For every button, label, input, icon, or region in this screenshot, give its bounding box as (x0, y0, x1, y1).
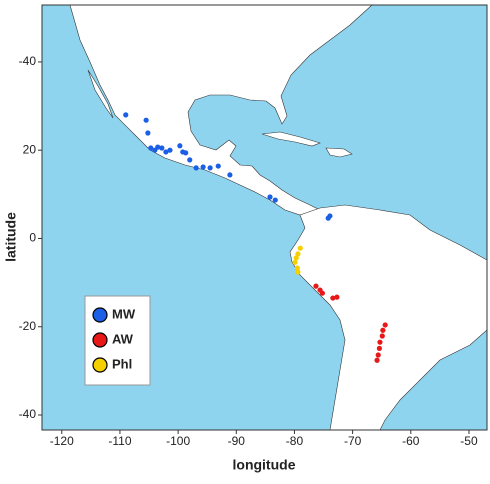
x-tick-label: -50 (460, 434, 478, 448)
legend-marker (92, 332, 108, 348)
point (319, 290, 325, 296)
point (267, 194, 273, 200)
point (159, 145, 165, 151)
point (330, 295, 336, 301)
point (313, 283, 319, 289)
point (379, 333, 385, 339)
x-tick-label: -60 (402, 434, 420, 448)
x-axis-label: longitude (233, 457, 296, 473)
point (163, 149, 169, 155)
y-tick-label: -20 (19, 319, 37, 333)
point (183, 150, 189, 156)
legend-label: Phl (112, 356, 132, 371)
point (292, 259, 298, 265)
y-tick-label: 20 (23, 142, 37, 156)
plot-frame (41, 4, 488, 431)
point (215, 163, 221, 169)
point (382, 322, 388, 328)
legend-marker (92, 307, 108, 323)
point (327, 213, 333, 219)
point (143, 117, 149, 123)
point (177, 143, 183, 149)
x-tick-label: -120 (50, 434, 74, 448)
point (377, 339, 383, 345)
point (272, 197, 278, 203)
y-axis-label: latitude (3, 212, 19, 262)
x-tick-label: -90 (228, 434, 246, 448)
point (187, 157, 193, 163)
point (295, 251, 301, 257)
point (297, 245, 303, 251)
point (207, 165, 213, 171)
y-tick-label: -40 (19, 407, 37, 421)
point (227, 172, 233, 178)
point (375, 352, 381, 358)
legend-label: MW (112, 306, 136, 321)
point (380, 327, 386, 333)
point (148, 145, 154, 151)
point (145, 130, 151, 136)
point (294, 265, 300, 271)
point (374, 357, 380, 363)
point (123, 112, 129, 118)
y-tick-label: 0 (29, 231, 36, 245)
point (155, 144, 161, 150)
x-tick-label: -80 (286, 434, 304, 448)
y-tick-label: -40 (19, 54, 37, 68)
x-tick-label: -100 (166, 434, 190, 448)
point (293, 255, 299, 261)
point (167, 147, 173, 153)
point (193, 165, 199, 171)
legend-label: AW (112, 331, 134, 346)
legend-marker (92, 357, 108, 373)
land (69, 4, 488, 431)
x-tick-label: -70 (344, 434, 362, 448)
point (200, 164, 206, 170)
point (295, 269, 301, 275)
point (334, 294, 340, 300)
point (376, 345, 382, 351)
x-tick-label: -110 (108, 434, 131, 448)
